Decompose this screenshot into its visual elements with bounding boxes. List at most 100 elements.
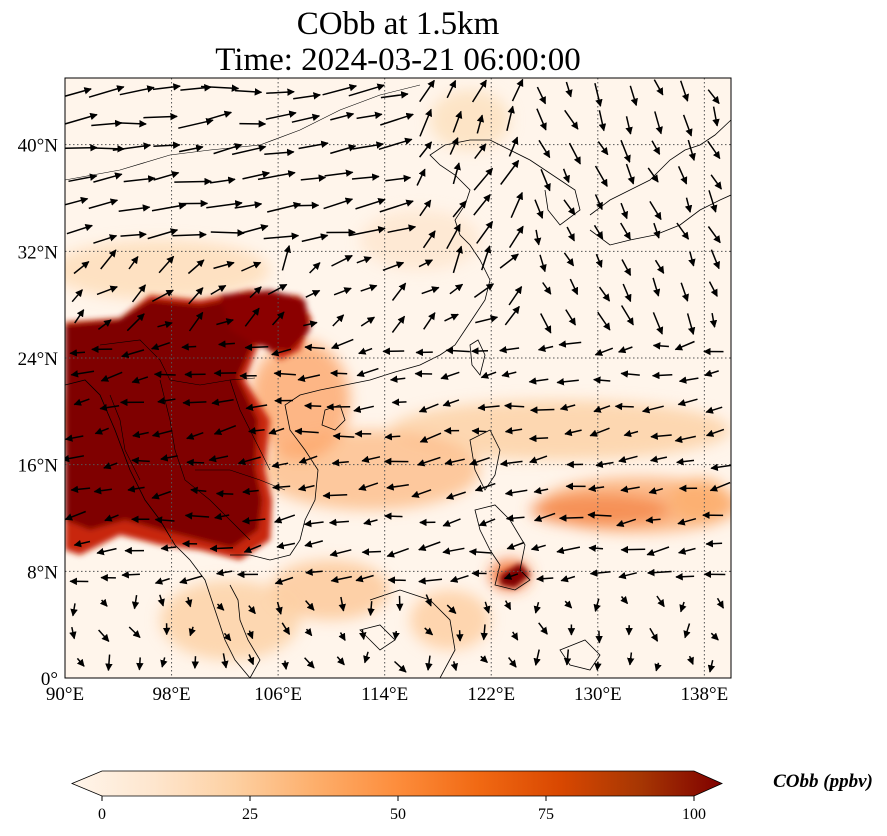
wind-arrow bbox=[70, 370, 95, 378]
wind-arrow bbox=[469, 456, 490, 466]
wind-arrow bbox=[356, 111, 383, 120]
wind-arrow bbox=[452, 245, 463, 274]
wind-arrow bbox=[384, 433, 401, 441]
wind-arrow bbox=[91, 119, 123, 128]
wind-arrow bbox=[248, 605, 256, 615]
wind-arrow bbox=[231, 144, 267, 156]
wind-arrow bbox=[598, 110, 607, 132]
wind-arrow bbox=[379, 199, 414, 213]
wind-arrow bbox=[418, 259, 434, 268]
wind-arrow bbox=[483, 601, 491, 614]
wind-arrow bbox=[353, 405, 374, 413]
wind-arrow bbox=[424, 594, 432, 607]
wind-arrow bbox=[329, 549, 352, 558]
wind-arrow bbox=[363, 518, 378, 526]
wind-arrow bbox=[647, 568, 672, 577]
wind-arrow bbox=[617, 346, 633, 354]
wind-arrow bbox=[298, 140, 329, 150]
wind-arrow bbox=[242, 487, 259, 496]
wind-arrow bbox=[210, 284, 227, 296]
wind-arrow bbox=[648, 487, 664, 495]
colorbar-tick-label: 0 bbox=[98, 806, 106, 823]
wind-arrow bbox=[710, 249, 720, 270]
wind-arrow bbox=[588, 484, 605, 492]
wind-arrow bbox=[305, 600, 315, 611]
wind-arrow bbox=[112, 142, 152, 151]
wind-arrow bbox=[119, 85, 155, 96]
wind-arrow bbox=[614, 402, 634, 411]
wind-arrow bbox=[305, 568, 323, 576]
wind-arrow bbox=[533, 229, 542, 246]
wind-arrow bbox=[710, 174, 723, 190]
wind-arrow bbox=[625, 163, 635, 185]
wind-arrow bbox=[449, 574, 469, 583]
wind-arrow bbox=[158, 255, 175, 274]
wind-arrow bbox=[506, 105, 515, 131]
wind-arrow bbox=[338, 596, 346, 612]
wind-arrow bbox=[213, 425, 237, 436]
wind-arrow bbox=[568, 142, 581, 165]
wind-arrow bbox=[215, 568, 233, 577]
wind-arrow bbox=[234, 201, 263, 209]
wind-arrow bbox=[686, 313, 696, 336]
wind-arrow bbox=[330, 369, 348, 378]
wind-arrow bbox=[304, 657, 315, 669]
wind-arrow bbox=[621, 259, 632, 277]
wind-arrow bbox=[597, 311, 611, 331]
wind-arrow bbox=[440, 371, 460, 380]
wind-arrow bbox=[98, 629, 110, 642]
wind-arrow bbox=[65, 196, 89, 206]
wind-arrow bbox=[411, 489, 432, 498]
wind-arrow bbox=[442, 518, 461, 527]
wind-arrow bbox=[391, 282, 407, 301]
wind-arrow bbox=[595, 460, 614, 468]
wind-arrow bbox=[622, 283, 632, 303]
wind-arrow bbox=[249, 286, 262, 299]
wind-arrow bbox=[564, 109, 579, 130]
wind-arrow bbox=[244, 307, 260, 327]
wind-arrow bbox=[131, 376, 149, 384]
wind-arrow bbox=[678, 376, 699, 384]
wind-arrow bbox=[206, 200, 243, 209]
wind-arrow bbox=[271, 311, 285, 326]
wind-arrow bbox=[298, 455, 318, 464]
wind-arrow bbox=[209, 176, 236, 184]
wind-arrow bbox=[356, 367, 379, 378]
wind-arrow bbox=[363, 651, 371, 664]
wind-arrow bbox=[650, 432, 672, 440]
wind-arrow bbox=[506, 541, 525, 550]
wind-arrow bbox=[710, 632, 719, 641]
wind-arrow bbox=[178, 144, 204, 153]
wind-arrow bbox=[160, 657, 168, 668]
wind-arrow bbox=[533, 649, 541, 666]
wind-arrow bbox=[449, 283, 464, 295]
wind-arrow bbox=[425, 655, 433, 671]
wind-arrow bbox=[477, 403, 500, 412]
wind-arrow bbox=[160, 454, 178, 462]
wind-arrow bbox=[652, 277, 661, 297]
wind-arrow bbox=[338, 632, 346, 642]
wind-arrow bbox=[588, 544, 604, 553]
wind-arrow bbox=[529, 406, 555, 414]
wind-arrow bbox=[143, 112, 178, 121]
wind-arrow bbox=[625, 116, 633, 135]
wind-arrow bbox=[185, 597, 193, 608]
wind-arrow bbox=[213, 260, 235, 270]
wind-arrow bbox=[331, 338, 354, 350]
wind-arrow bbox=[100, 371, 123, 382]
wind-arrow bbox=[97, 319, 112, 330]
wind-arrow bbox=[707, 89, 720, 105]
wind-arrow bbox=[559, 403, 576, 411]
wind-arrow bbox=[653, 79, 664, 96]
wind-arrow bbox=[266, 88, 295, 96]
wind-vectors bbox=[65, 78, 731, 673]
wind-arrow bbox=[562, 168, 570, 184]
wind-arrow bbox=[70, 603, 78, 617]
wind-arrow bbox=[131, 284, 146, 303]
wind-arrow bbox=[449, 137, 459, 155]
wind-arrow bbox=[382, 261, 405, 272]
wind-arrow bbox=[293, 92, 321, 100]
wind-arrow bbox=[66, 224, 93, 235]
wind-arrow bbox=[446, 223, 461, 250]
